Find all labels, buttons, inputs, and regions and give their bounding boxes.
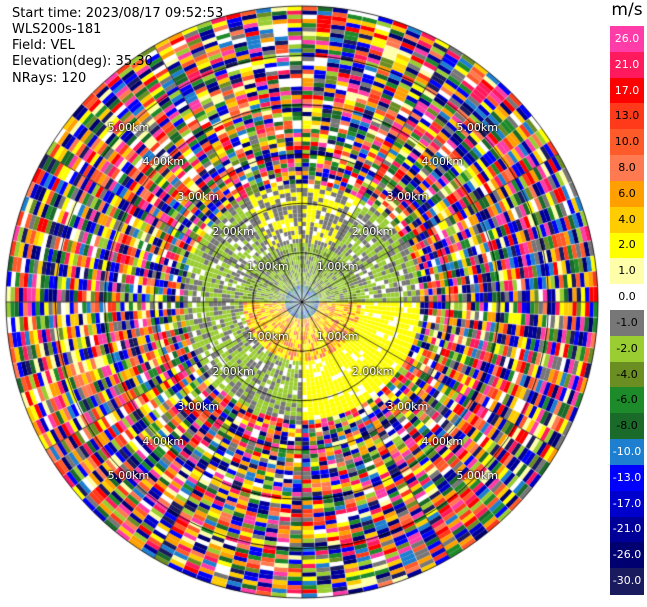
colorbar-segment [610,310,644,337]
colorbar-tick-label: -26.0 [612,548,642,562]
range-label: 1.00km [316,329,359,343]
range-label: 4.00km [142,434,185,448]
range-label: 4.00km [142,155,185,169]
colorbar-segment [610,51,644,79]
colorbar-segment [610,516,644,543]
range-label: 1.00km [316,260,359,274]
field-label: Field: VEL [12,38,75,53]
colorbar-unit: m/s [611,0,643,20]
range-label: 1.00km [247,260,289,274]
range-label: 4.00km [421,155,464,169]
range-label: 5.00km [456,469,498,483]
colorbar-segment [610,26,644,53]
range-label: 2.00km [212,364,254,378]
colorbar-segment [610,387,644,414]
range-label: 5.00km [107,469,150,483]
colorbar-tick-label: 26.0 [614,31,640,45]
colorbar-segment [610,206,644,234]
colorbar-tick-label: -10.0 [612,445,642,458]
colorbar-segment [610,439,644,466]
range-label: 3.00km [386,399,429,413]
range-label: 3.00km [177,190,219,204]
colorbar-segment [610,568,644,595]
colorbar-segment [610,258,644,285]
colorbar-tick-label: 0.0 [618,290,636,304]
colorbar-tick-label: -1.0 [616,315,638,329]
colorbar-tick-label: -17.0 [612,496,642,510]
colorbar-segment [610,464,644,492]
colorbar-segment [610,542,644,569]
colorbar-segment [610,361,644,389]
range-label: 3.00km [177,399,219,413]
colorbar-tick-label: -8.0 [616,419,638,433]
colorbar-tick-label: -6.0 [616,393,638,407]
nrays-label: NRays: 120 [12,71,87,86]
colorbar-tick-label: -30.0 [612,574,642,588]
range-label: 2.00km [212,225,254,239]
colorbar-tick-label: 1.0 [618,264,636,278]
colorbar-segment [610,155,644,182]
colorbar-tick-label: -13.0 [612,470,642,484]
range-label: 2.00km [351,225,394,239]
instrument-label: WLS200s-181 [12,22,102,37]
colorbar-segment [610,232,644,259]
colorbar-tick-label: -4.0 [616,367,638,381]
colorbar-tick-label: -21.0 [612,522,642,536]
colorbar-tick-label: 6.0 [618,186,636,200]
colorbar-segment [610,77,644,105]
colorbar-segment [610,103,644,130]
range-label: 3.00km [386,190,429,204]
elevation-label: Elevation(deg): 35.30 [12,54,153,69]
range-label: 5.00km [456,120,498,134]
colorbar-tick-label: 2.0 [618,238,636,252]
colorbar-segment [610,413,644,440]
colorbar-tick-label: 13.0 [614,109,640,123]
colorbar-segment [610,180,644,208]
range-label: 1.00km [247,329,289,343]
range-label: 5.00km [107,120,150,134]
colorbar-tick-label: 17.0 [614,83,640,97]
colorbar-tick-label: 10.0 [614,135,640,149]
range-label: 2.00km [351,364,394,378]
colorbar-tick-label: 8.0 [618,161,636,174]
start-time-label: Start time: 2023/08/17 09:52:53 [12,6,224,21]
colorbar-tick-label: 4.0 [618,212,636,226]
colorbar-segment [610,335,644,363]
colorbar-segment [610,284,644,311]
colorbar-segment [610,490,644,518]
colorbar-tick-label: 21.0 [614,57,640,71]
colorbar-segment [610,129,644,156]
colorbar-tick-label: -2.0 [616,341,638,355]
range-label: 4.00km [421,434,464,448]
